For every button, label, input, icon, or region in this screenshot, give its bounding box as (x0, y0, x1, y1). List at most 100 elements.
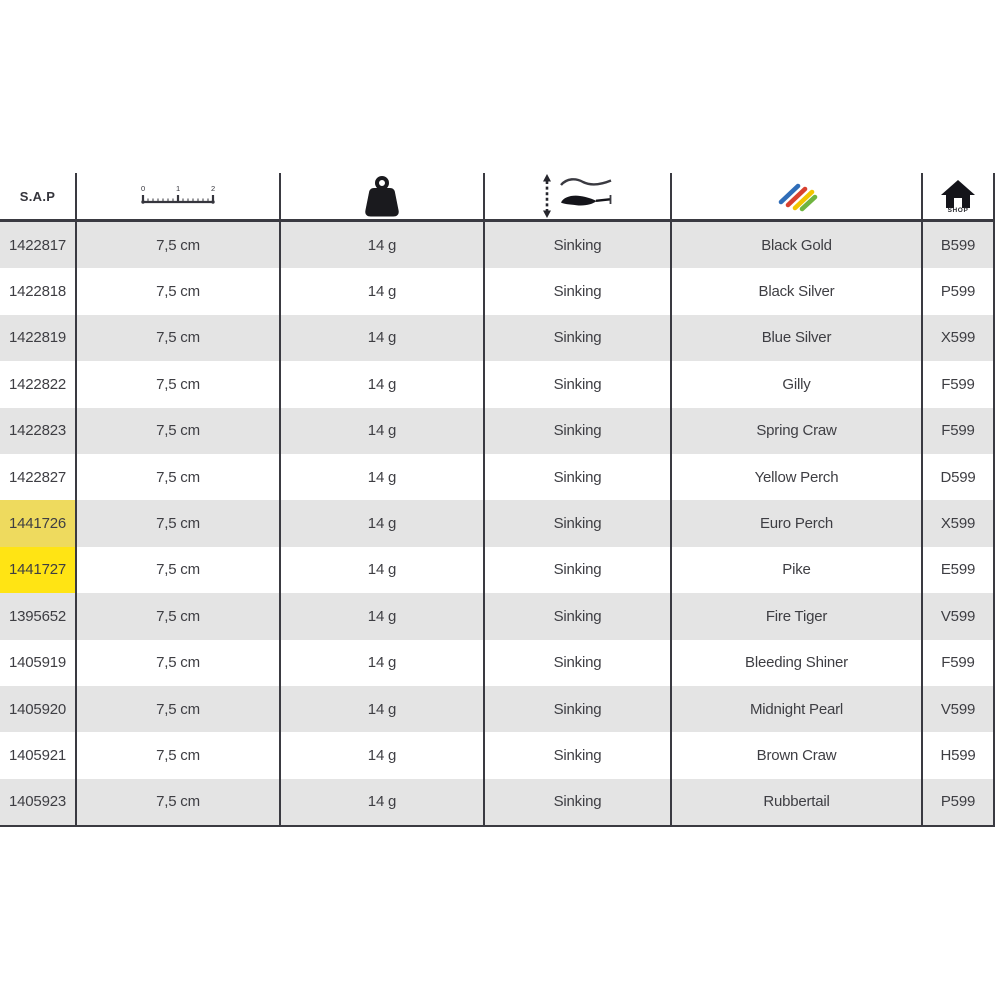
cell-color: Bleeding Shiner (672, 639, 923, 686)
cell-length: 7,5 cm (77, 453, 281, 501)
header-action (485, 173, 672, 219)
table-row: 1422817 7,5 cm 14 g Sinking Black Gold B599 (0, 222, 995, 269)
table-row: 1422827 7,5 cm 14 g Sinking Yellow Perch D599 (0, 453, 995, 501)
cell-type: Sinking (485, 361, 672, 408)
cell-weight: 14 g (281, 732, 485, 779)
cell-length: 7,5 cm (77, 361, 281, 408)
cell-code: D599 (923, 453, 995, 501)
cell-type: Sinking (485, 778, 672, 826)
cell-weight: 14 g (281, 593, 485, 640)
cell-color: Blue Silver (672, 314, 923, 362)
cell-length: 7,5 cm (77, 593, 281, 640)
table-row: 1405919 7,5 cm 14 g Sinking Bleeding Shiner F… (0, 639, 995, 686)
table-row: 1422818 7,5 cm 14 g Sinking Black Silver P599 (0, 268, 995, 315)
cell-weight: 14 g (281, 778, 485, 826)
ruler-icon: 0 1 2 (140, 183, 216, 210)
table-row: 1422822 7,5 cm 14 g Sinking Gilly F599 (0, 361, 995, 408)
cell-code: E599 (923, 546, 995, 594)
color-strokes-icon (774, 178, 820, 214)
cell-weight: 14 g (281, 685, 485, 733)
table-row: 1422819 7,5 cm 14 g Sinking Blue Silver X599 (0, 314, 995, 362)
cell-sap: 1422817 (0, 222, 77, 269)
cell-color: Midnight Pearl (672, 685, 923, 733)
cell-sap: 1422819 (0, 314, 77, 362)
cell-type: Sinking (485, 453, 672, 501)
cell-type: Sinking (485, 500, 672, 547)
cell-type: Sinking (485, 314, 672, 362)
table-body: 1422817 7,5 cm 14 g Sinking Black Gold B599 14… (0, 222, 995, 828)
cell-color: Euro Perch (672, 500, 923, 547)
cell-length: 7,5 cm (77, 778, 281, 826)
cell-color: Pike (672, 546, 923, 594)
cell-color: Black Gold (672, 222, 923, 269)
cell-code: F599 (923, 361, 995, 408)
cell-type: Sinking (485, 222, 672, 269)
header-length: 0 1 2 (77, 173, 281, 219)
cell-weight: 14 g (281, 453, 485, 501)
cell-sap: 1405923 (0, 778, 77, 826)
cell-type: Sinking (485, 685, 672, 733)
table-row: 1405923 7,5 cm 14 g Sinking Rubbertail P599 (0, 778, 995, 826)
cell-length: 7,5 cm (77, 268, 281, 315)
cell-code: V599 (923, 593, 995, 640)
svg-text:2: 2 (211, 184, 215, 193)
cell-code: P599 (923, 778, 995, 826)
cell-length: 7,5 cm (77, 685, 281, 733)
svg-text:1: 1 (176, 184, 180, 193)
cell-sap: 1441726 (0, 500, 77, 547)
table-row: 1405920 7,5 cm 14 g Sinking Midnight Pearl V5… (0, 685, 995, 733)
weight-icon (362, 175, 402, 218)
table-row: 1422823 7,5 cm 14 g Sinking Spring Craw F599 (0, 407, 995, 454)
cell-sap: 1441727 (0, 546, 77, 594)
cell-code: F599 (923, 407, 995, 454)
svg-text:0: 0 (141, 184, 145, 193)
cell-length: 7,5 cm (77, 546, 281, 594)
cell-color: Brown Craw (672, 732, 923, 779)
shop-house-icon (940, 179, 976, 209)
shop-caption: SHOP (947, 206, 969, 214)
cell-color: Gilly (672, 361, 923, 408)
cell-sap: 1422822 (0, 361, 77, 408)
cell-code: H599 (923, 732, 995, 779)
cell-weight: 14 g (281, 639, 485, 686)
table-row: 1395652 7,5 cm 14 g Sinking Fire Tiger V599 (0, 593, 995, 640)
cell-length: 7,5 cm (77, 314, 281, 362)
cell-code: X599 (923, 500, 995, 547)
sap-header-label: S.A.P (19, 188, 56, 204)
cell-weight: 14 g (281, 222, 485, 269)
cell-weight: 14 g (281, 546, 485, 594)
cell-color: Yellow Perch (672, 453, 923, 501)
cell-sap: 1405920 (0, 685, 77, 733)
cell-weight: 14 g (281, 361, 485, 408)
cell-length: 7,5 cm (77, 222, 281, 269)
cell-code: P599 (923, 268, 995, 315)
cell-code: X599 (923, 314, 995, 362)
cell-weight: 14 g (281, 407, 485, 454)
sinking-lure-icon (539, 173, 617, 219)
cell-type: Sinking (485, 268, 672, 315)
cell-sap: 1422827 (0, 453, 77, 501)
cell-length: 7,5 cm (77, 500, 281, 547)
cell-code: V599 (923, 685, 995, 733)
header-weight (281, 173, 485, 219)
table-row: 1405921 7,5 cm 14 g Sinking Brown Craw H599 (0, 732, 995, 779)
cell-sap: 1422823 (0, 407, 77, 454)
cell-color: Rubbertail (672, 778, 923, 826)
table-row: 1441727 7,5 cm 14 g Sinking Pike E599 (0, 546, 995, 594)
cell-sap: 1405919 (0, 639, 77, 686)
cell-length: 7,5 cm (77, 639, 281, 686)
cell-color: Fire Tiger (672, 593, 923, 640)
product-spec-table: S.A.P (0, 173, 995, 828)
table-header-row: S.A.P (0, 173, 995, 222)
header-color (672, 173, 923, 219)
table-row: 1441726 7,5 cm 14 g Sinking Euro Perch X599 (0, 500, 995, 547)
cell-weight: 14 g (281, 268, 485, 315)
cell-length: 7,5 cm (77, 407, 281, 454)
cell-type: Sinking (485, 732, 672, 779)
cell-color: Black Silver (672, 268, 923, 315)
header-sap: S.A.P (0, 173, 77, 219)
cell-code: B599 (923, 222, 995, 269)
cell-sap: 1422818 (0, 268, 77, 315)
cell-weight: 14 g (281, 314, 485, 362)
